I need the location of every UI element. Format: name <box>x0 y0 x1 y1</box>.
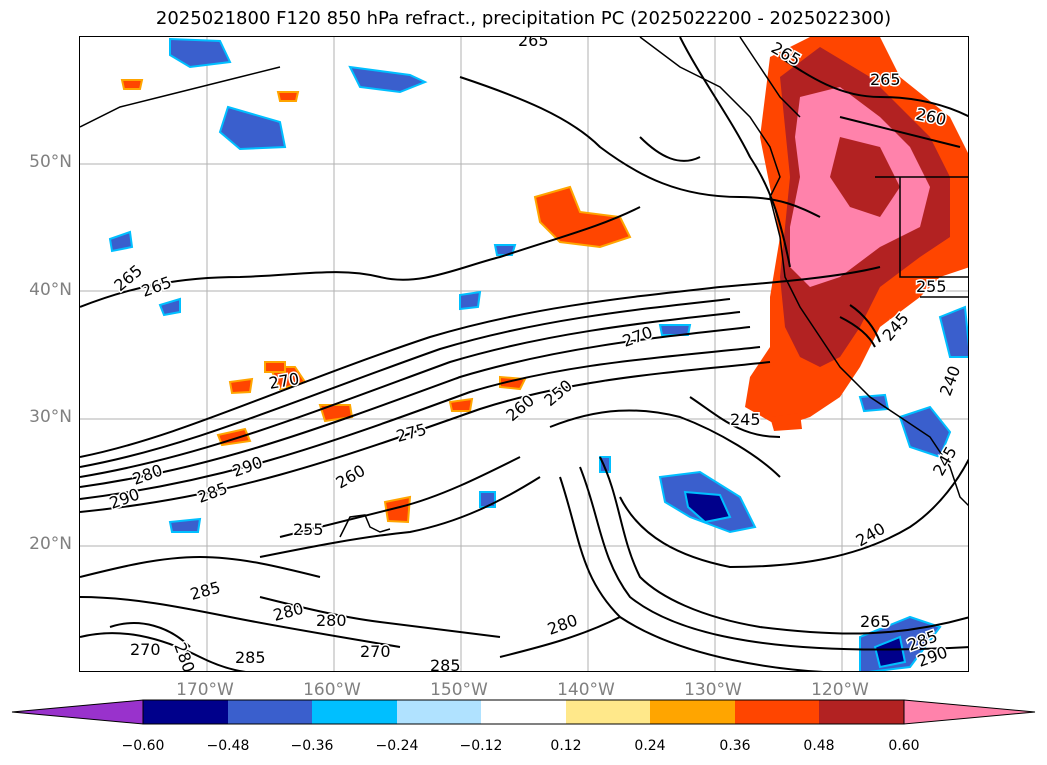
colorbar-bin <box>228 700 312 724</box>
contour-label: 275 <box>394 420 428 446</box>
contour-label: 285 <box>195 478 230 506</box>
colorbar-bin <box>481 700 566 724</box>
contour-label: 270 <box>360 642 391 661</box>
contour-label: 265 <box>870 70 901 89</box>
contour-label: 265 <box>518 37 549 50</box>
lon-label-170w: 170°W <box>176 680 234 700</box>
colorbar <box>11 699 1036 725</box>
contour-label: 285 <box>430 656 461 672</box>
contour-label: 255 <box>916 277 947 296</box>
contour-label: 290 <box>107 484 142 512</box>
contour-label: 260 <box>914 104 948 129</box>
precip-positive-coast <box>745 37 968 431</box>
contour-label: 240 <box>936 363 964 398</box>
colorbar-tick-label: −0.36 <box>290 738 334 754</box>
precip-positive-blobs <box>120 79 632 524</box>
colorbar-tick-label: −0.48 <box>206 738 250 754</box>
coastlines <box>80 37 968 538</box>
contour-label: 290 <box>230 452 265 480</box>
contour-label: 280 <box>316 611 347 630</box>
precip-negative-blobs <box>108 37 968 671</box>
contour-label: 245 <box>730 410 761 429</box>
contour-label: 260 <box>502 391 538 425</box>
colorbar-tick-label: −0.24 <box>375 738 419 754</box>
colorbar-bin <box>735 700 819 724</box>
contour-label: 260 <box>333 461 369 493</box>
colorbar-tick-label: 0.36 <box>719 738 751 754</box>
map-canvas: 265 265 260 265 265 255 265 270 270 275 … <box>80 37 968 672</box>
contour-label: 285 <box>188 578 222 604</box>
colorbar-bin <box>819 700 904 724</box>
lon-label-120w: 120°W <box>811 680 869 700</box>
contour-label: 280 <box>170 640 198 672</box>
lat-label-50n: 50°N <box>29 152 72 172</box>
colorbar-extend-high <box>903 699 1036 725</box>
refractivity-contours <box>80 37 968 671</box>
colorbar-tick-label: 0.60 <box>888 738 920 754</box>
colorbar-tick-label: 0.24 <box>634 738 666 754</box>
contour-label: 250 <box>540 376 576 410</box>
lon-label-130w: 130°W <box>684 680 742 700</box>
colorbar-tick-label: −0.60 <box>121 738 165 754</box>
colorbar-bin <box>397 700 481 724</box>
colorbar-bin <box>566 700 650 724</box>
contour-label: 270 <box>130 640 161 659</box>
colorbar-tick-label: 0.48 <box>803 738 835 754</box>
colorbar-tick-label: −0.12 <box>459 738 503 754</box>
map-panel: 265 265 260 265 265 255 265 270 270 275 … <box>79 36 969 672</box>
colorbar-bin <box>143 700 228 724</box>
lon-label-150w: 150°W <box>430 680 488 700</box>
contour-label: 265 <box>860 612 891 631</box>
contour-label: 270 <box>267 369 300 393</box>
contour-label: 280 <box>271 599 305 625</box>
colorbar-bin <box>650 700 735 724</box>
lat-label-30n: 30°N <box>29 407 72 427</box>
colorbar-extend-low <box>11 699 144 725</box>
map-title: 2025021800 F120 850 hPa refract., precip… <box>155 8 892 29</box>
lon-label-160w: 160°W <box>303 680 361 700</box>
lon-label-140w: 140°W <box>557 680 615 700</box>
contour-label: 280 <box>545 610 580 638</box>
contour-label: 285 <box>235 648 266 667</box>
colorbar-tick-label: 0.12 <box>550 738 582 754</box>
colorbar-frame <box>142 699 905 725</box>
lat-label-20n: 20°N <box>29 534 72 554</box>
lat-label-40n: 40°N <box>29 280 72 300</box>
colorbar-bin <box>312 700 397 724</box>
gridlines <box>80 37 968 671</box>
contour-label: 255 <box>293 520 324 539</box>
